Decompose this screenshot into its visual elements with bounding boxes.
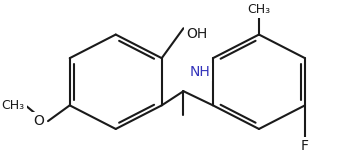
Text: O: O bbox=[34, 114, 44, 128]
Text: CH₃: CH₃ bbox=[1, 99, 25, 112]
Text: F: F bbox=[301, 139, 309, 153]
Text: NH: NH bbox=[189, 65, 210, 79]
Text: CH₃: CH₃ bbox=[247, 3, 271, 16]
Text: OH: OH bbox=[186, 27, 207, 41]
